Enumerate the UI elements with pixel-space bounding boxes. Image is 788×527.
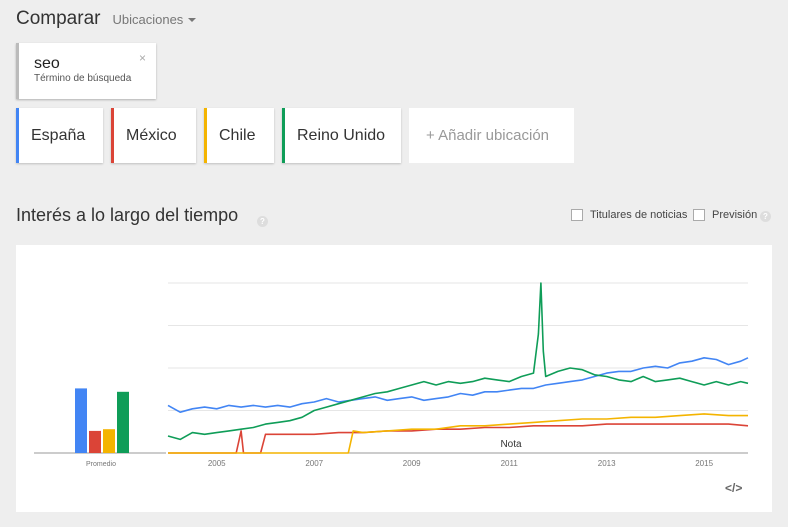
x-tick-label: 2011	[501, 459, 519, 468]
forecast-label: Previsión	[712, 209, 758, 221]
caret-down-icon	[188, 18, 197, 22]
locations-dropdown[interactable]: Ubicaciones	[112, 11, 197, 27]
forecast-option[interactable]: Previsión	[693, 209, 757, 221]
news-headlines-option[interactable]: Titulares de noticias	[571, 209, 687, 221]
x-tick-label: 2005	[208, 459, 226, 468]
news-headlines-checkbox[interactable]	[571, 209, 583, 221]
embed-code-icon[interactable]: </>	[725, 481, 743, 495]
series-line	[168, 423, 749, 454]
compare-header: Comparar Ubicaciones	[16, 6, 197, 32]
location-card-chile[interactable]: Chile	[204, 108, 274, 163]
search-term-name: seo	[34, 55, 60, 72]
x-tick-labels: 2005 2007 2009 2011 2013 2015	[208, 459, 714, 468]
section-title: Interés a lo largo del tiempo	[16, 205, 239, 225]
x-tick-label: 2013	[598, 459, 616, 468]
forecast-help-icon[interactable]: ?	[760, 211, 771, 222]
location-card-spain[interactable]: España	[16, 108, 103, 163]
page-title: Comparar	[16, 8, 101, 29]
search-term-subtitle: Término de búsqueda	[34, 73, 132, 84]
chart-card: Promedio 2005 2007 2009 2011 2013 2015 Nota <…	[16, 245, 772, 512]
location-label: Chile	[219, 126, 256, 144]
average-bar	[89, 430, 101, 453]
location-label: España	[31, 126, 86, 144]
average-bar	[103, 429, 115, 453]
location-label: Reino Unido	[297, 126, 386, 144]
search-term-card[interactable]: seo Término de búsqueda ×	[16, 43, 156, 99]
series-line	[167, 282, 749, 441]
series-line	[167, 357, 749, 413]
average-bar	[117, 391, 129, 453]
average-label: Promedio	[86, 461, 116, 468]
x-tick-label: 2015	[695, 459, 713, 468]
news-headlines-label: Titulares de noticias	[590, 209, 688, 221]
series-line	[168, 413, 748, 454]
note-annotation[interactable]: Nota	[500, 439, 522, 450]
forecast-checkbox[interactable]	[693, 209, 705, 221]
x-tick-label: 2009	[403, 459, 421, 468]
series-lines	[167, 282, 749, 454]
location-card-mexico[interactable]: México	[111, 108, 196, 163]
location-label: México	[126, 126, 177, 144]
add-location-button[interactable]: + Añadir ubicación	[409, 108, 574, 163]
x-tick-label: 2007	[305, 459, 323, 468]
locations-dropdown-label: Ubicaciones	[112, 11, 184, 27]
interest-chart: Promedio 2005 2007 2009 2011 2013 2015 Nota	[34, 282, 749, 468]
average-bar	[75, 388, 87, 453]
close-icon[interactable]: ×	[138, 51, 146, 65]
location-card-uk[interactable]: Reino Unido	[282, 108, 401, 163]
help-icon[interactable]: ?	[257, 216, 268, 227]
location-list: España México Chile Reino Unido + Añadir…	[16, 108, 574, 163]
average-bars	[75, 388, 129, 453]
